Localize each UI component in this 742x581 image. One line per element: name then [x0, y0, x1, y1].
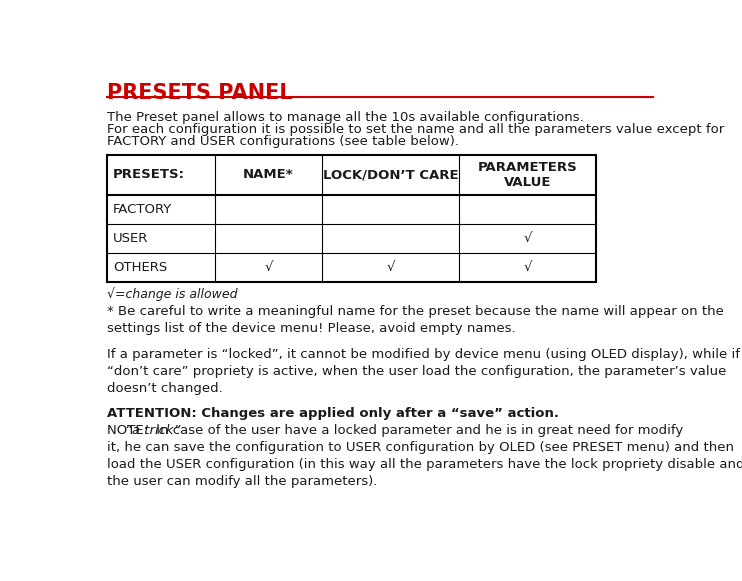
- Text: PRESETS:: PRESETS:: [113, 168, 185, 181]
- Text: the user can modify all the parameters).: the user can modify all the parameters).: [107, 475, 378, 489]
- Text: √=change is allowed: √=change is allowed: [107, 288, 237, 302]
- Text: “a trick”: “a trick”: [125, 425, 180, 437]
- Text: NAME*: NAME*: [243, 168, 294, 181]
- Text: NOTE:: NOTE:: [107, 425, 152, 437]
- Text: USER: USER: [113, 232, 148, 245]
- Bar: [107, 155, 596, 282]
- Text: √: √: [523, 232, 532, 245]
- Text: √: √: [387, 261, 395, 274]
- Text: OTHERS: OTHERS: [113, 261, 167, 274]
- Text: FACTORY and USER configurations (see table below).: FACTORY and USER configurations (see tab…: [107, 135, 459, 148]
- Text: PRESETS PANEL: PRESETS PANEL: [107, 83, 293, 103]
- Text: For each configuration it is possible to set the name and all the parameters val: For each configuration it is possible to…: [107, 123, 724, 136]
- Text: doesn’t changed.: doesn’t changed.: [107, 382, 223, 394]
- Text: PARAMETERS
VALUE: PARAMETERS VALUE: [478, 161, 577, 189]
- Text: LOCK/DON’T CARE: LOCK/DON’T CARE: [323, 168, 459, 181]
- Text: FACTORY: FACTORY: [113, 203, 172, 216]
- Text: it, he can save the configuration to USER configuration by OLED (see PRESET menu: it, he can save the configuration to USE…: [107, 442, 734, 454]
- Text: √: √: [264, 261, 272, 274]
- Text: If a parameter is “locked”, it cannot be modified by device menu (using OLED dis: If a parameter is “locked”, it cannot be…: [107, 347, 740, 361]
- Text: The Preset panel allows to manage all the 10s available configurations.: The Preset panel allows to manage all th…: [107, 111, 584, 124]
- Text: settings list of the device menu! Please, avoid empty names.: settings list of the device menu! Please…: [107, 321, 516, 335]
- Text: √: √: [523, 261, 532, 274]
- Text: In case of the user have a locked parameter and he is in great need for modify: In case of the user have a locked parame…: [152, 425, 683, 437]
- Text: “don’t care” propriety is active, when the user load the configuration, the para: “don’t care” propriety is active, when t…: [107, 364, 726, 378]
- Text: load the USER configuration (in this way all the parameters have the lock propri: load the USER configuration (in this way…: [107, 458, 742, 471]
- Text: * Be careful to write a meaningful name for the preset because the name will app: * Be careful to write a meaningful name …: [107, 304, 724, 318]
- Text: ATTENTION: Changes are applied only after a “save” action.: ATTENTION: Changes are applied only afte…: [107, 407, 559, 421]
